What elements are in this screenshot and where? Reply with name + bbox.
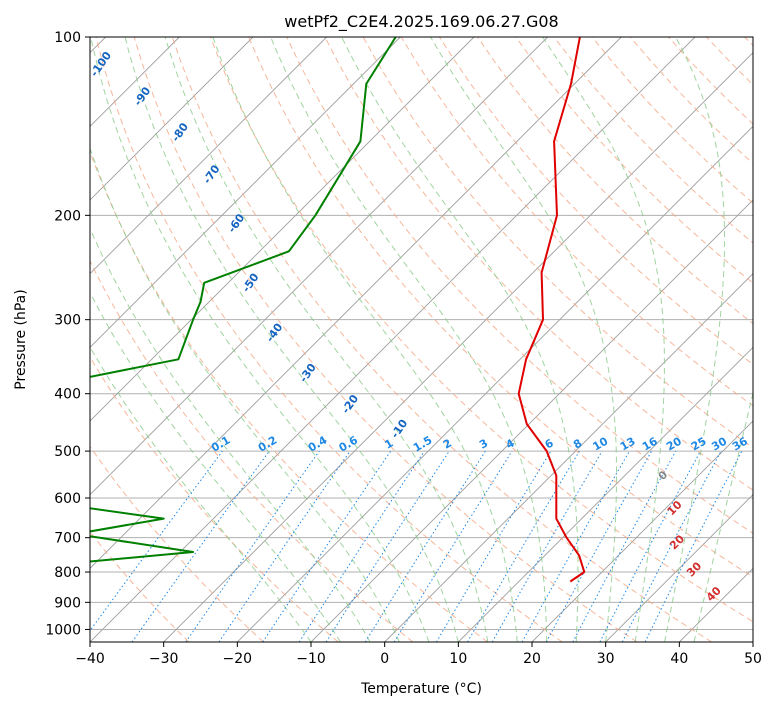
isotherm-line [605,494,753,642]
moist-adiabat-line [270,37,548,642]
moist-adiabat-line [90,345,312,642]
mixing-ratio-line [572,450,677,642]
mixing-ratio-line [393,450,513,642]
plot-frame [89,36,754,643]
isotherm-line [90,37,254,201]
temperature-profile-line [517,37,586,583]
x-tick-label: 0 [380,651,389,667]
mixing-ratio-line [218,450,351,642]
moist-adiabat-line [430,37,617,642]
moist-adiabat-line [90,37,430,642]
mixing-ratio-line [131,450,270,642]
y-tick-label: 100 [54,30,81,46]
x-tick-label: −20 [223,651,253,667]
chart-title: wetPf2_C2E4.2025.169.06.27.G08 [284,12,558,32]
isotherm-line [163,52,753,642]
plot-area: 0.1 0.2 0.4 0.6 1 1.5 2 3 4 6 8 10 13 16 20 25 30 36-100-… [90,37,753,642]
y-tick-label: 1000 [45,622,81,638]
isotherm-line [237,125,753,642]
y-tick-label: 800 [54,565,81,581]
y-tick-label: 500 [54,444,81,460]
mixing-ratio-line [185,450,320,642]
dry-adiabat-line [210,37,753,623]
x-tick-label: −10 [296,651,326,667]
x-tick-label: 40 [670,651,688,667]
y-tick-label: 600 [54,491,81,507]
isotherm-line [384,273,753,642]
x-tick-label: 50 [744,651,762,667]
moist-adiabat-line [164,37,489,642]
dry-adiabat-line [286,37,753,534]
y-tick-label: 300 [54,313,81,329]
moist-adiabat-line [664,37,726,642]
mixing-ratio-line [298,450,425,642]
mixing-ratio-line [545,450,653,642]
isotherm-line [90,37,548,496]
mixing-ratio-line [521,450,630,642]
dry-adiabat-line [171,37,712,642]
axes: −40 −30 −20 −10 0 10 20 30 40 50 100 200 300 400 500 60… [45,30,762,667]
mixing-ratio-line [325,450,450,642]
moist-adiabat-line [90,291,341,642]
moist-adiabat-line [542,37,665,642]
x-tick-label: 20 [523,651,541,667]
y-axis-label: Pressure (hPa) [13,289,29,389]
dry-adiabat-line [90,259,414,642]
moist-adiabat-line [341,37,579,642]
dry-adiabat-line [95,37,563,642]
moist-adiabat-line [693,390,753,642]
y-tick-label: 200 [54,208,81,224]
dry-adiabat-line [324,37,753,491]
isotherm-line [458,346,753,642]
x-tick-label: −40 [75,651,105,667]
y-tick-label: 700 [54,531,81,547]
isotherm-line [90,37,401,348]
moist-adiabat-line [212,37,518,642]
x-tick-label: 10 [449,651,467,667]
isotherm-line [90,37,696,642]
isotherm-line [90,37,327,275]
moist-adiabat-line [124,37,459,642]
dry-adiabat-line [248,37,753,578]
y-tick-label: 400 [54,387,81,403]
mixing-ratio-line [262,450,392,642]
y-tick-label: 900 [54,595,81,611]
x-axis-label: Temperature (°C) [360,681,482,697]
isotherm-line [90,37,475,422]
isotherm-line [531,420,753,642]
moist-adiabat-line [90,227,371,642]
dry-adiabat-line [90,356,339,642]
dry-adiabat-line [515,37,753,284]
mixing-ratio-line [90,450,223,632]
x-tick-label: 30 [597,651,615,667]
mixing-ratio-line [644,450,743,642]
x-tick-label: −30 [149,651,179,667]
dry-adiabat-line [90,445,264,642]
